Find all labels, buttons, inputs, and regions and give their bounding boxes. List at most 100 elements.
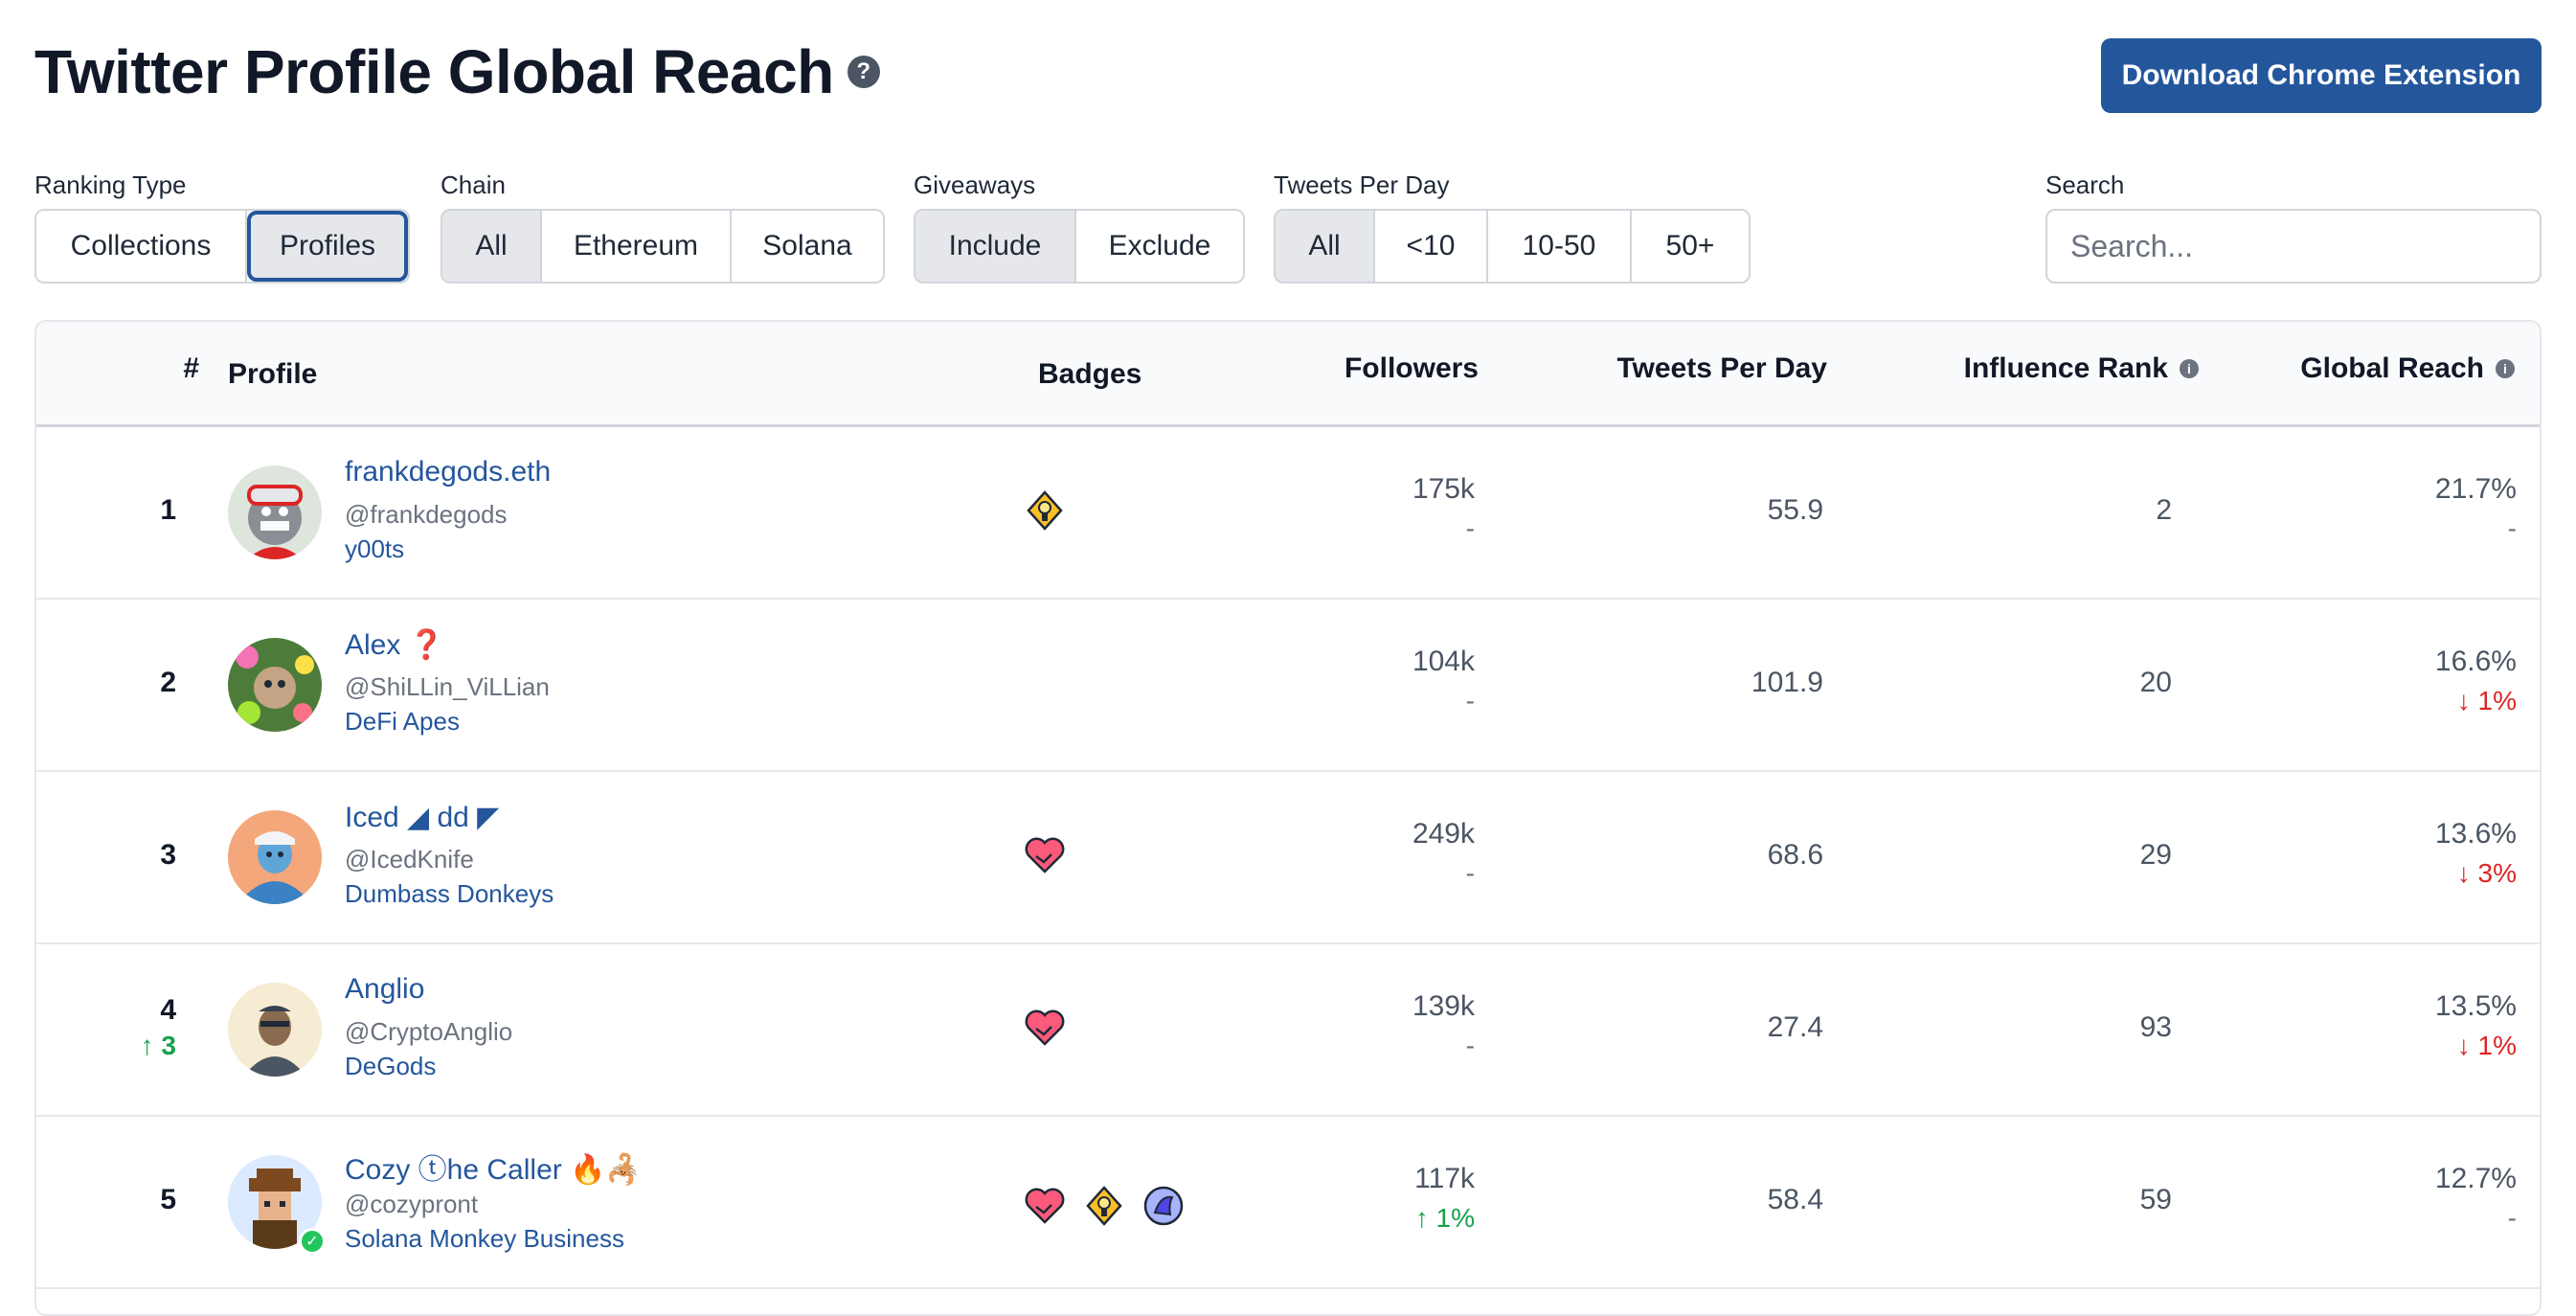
option-chain-all[interactable]: All xyxy=(442,211,542,282)
col-influence-rank-label: Influence Rank xyxy=(1963,352,2168,384)
profile-collection[interactable]: Dumbass Donkeys xyxy=(345,879,554,908)
reach-change: ↓ 3% xyxy=(2456,858,2517,888)
profile-name[interactable]: Cozy ⓣhe Caller 🔥🦂 xyxy=(345,1154,642,1186)
followers-count: 139k xyxy=(1412,990,1475,1022)
option-exclude[interactable]: Exclude xyxy=(1076,211,1243,282)
chain-label: Chain xyxy=(441,170,506,199)
giveaways-label: Giveaways xyxy=(914,170,1036,199)
profile-handle: @CryptoAnglio xyxy=(345,1017,513,1046)
influence-rank: 20 xyxy=(2139,667,2172,698)
option-10-50[interactable]: 10-50 xyxy=(1488,211,1632,282)
rank-change: ↑ 3 xyxy=(140,1031,176,1060)
profile-handle: @ShiLLin_ViLLian xyxy=(345,672,550,701)
table-row[interactable]: 1 frankdegods.eth @frankdegods y00ts 175… xyxy=(36,427,2540,600)
tweets-per-day: 101.9 xyxy=(1751,667,1823,698)
avatar[interactable] xyxy=(228,810,322,904)
option-include[interactable]: Include xyxy=(915,211,1076,282)
influence-rank: 2 xyxy=(2156,494,2172,526)
profile-collection[interactable]: Solana Monkey Business xyxy=(345,1224,624,1253)
reach-change: ↓ 1% xyxy=(2456,686,2517,715)
col-badges: Badges xyxy=(1038,358,1142,390)
col-global-reach[interactable]: Global Reach i xyxy=(2300,352,2515,385)
col-global-reach-label: Global Reach xyxy=(2300,352,2484,384)
followers-change: - xyxy=(1465,513,1475,543)
option-collections[interactable]: Collections xyxy=(36,211,247,282)
filters-bar: Ranking Type Collections Profiles Chain … xyxy=(34,170,2542,285)
tweets-per-day: 27.4 xyxy=(1767,1011,1823,1043)
header: Twitter Profile Global Reach ? xyxy=(34,36,880,107)
search-input[interactable] xyxy=(2045,209,2542,284)
col-followers[interactable]: Followers xyxy=(1344,352,1479,384)
table-row[interactable]: 4 ↑ 3 Anglio @CryptoAnglio DeGods 139k -… xyxy=(36,944,2540,1117)
followers-count: 249k xyxy=(1412,818,1475,850)
option-tweets-all[interactable]: All xyxy=(1276,211,1375,282)
followers-count: 117k xyxy=(1414,1163,1475,1194)
info-icon[interactable]: i xyxy=(2496,359,2515,378)
rank-number: 4 xyxy=(160,994,176,1026)
help-icon[interactable]: ? xyxy=(847,56,880,88)
profile-name[interactable]: Alex ❓ xyxy=(345,629,445,661)
reach-change: - xyxy=(2507,513,2517,543)
tweets-per-day: 55.9 xyxy=(1767,494,1823,526)
col-rank[interactable]: # xyxy=(183,352,199,384)
table-row[interactable]: 2 Alex ❓ @ShiLLin_ViLLian DeFi Apes 104k… xyxy=(36,600,2540,772)
ranking-type-toggle: Collections Profiles xyxy=(34,209,410,284)
option-under-10[interactable]: <10 xyxy=(1375,211,1488,282)
tweets-per-day: 68.6 xyxy=(1767,839,1823,871)
handshake-heart-badge-icon xyxy=(1023,1006,1067,1050)
avatar[interactable] xyxy=(228,983,322,1077)
avatar[interactable] xyxy=(228,465,322,559)
download-chrome-extension-button[interactable]: Download Chrome Extension xyxy=(2101,38,2542,113)
badges xyxy=(1023,1184,1186,1228)
global-reach: 16.6% xyxy=(2434,646,2517,677)
rank-number: 3 xyxy=(160,839,176,871)
reach-change: ↓ 1% xyxy=(2456,1031,2517,1060)
option-solana[interactable]: Solana xyxy=(732,211,883,282)
tweets-per-day-toggle: All <10 10-50 50+ xyxy=(1274,209,1751,284)
tweets-per-day-label: Tweets Per Day xyxy=(1274,170,1450,199)
profile-handle: @frankdegods xyxy=(345,500,508,529)
avatar[interactable] xyxy=(228,638,322,732)
followers-count: 175k xyxy=(1412,473,1475,505)
col-profile[interactable]: Profile xyxy=(228,358,318,390)
profile-collection[interactable]: DeGods xyxy=(345,1052,437,1080)
profile-name[interactable]: frankdegods.eth xyxy=(345,456,552,488)
profile-handle: @cozypront xyxy=(345,1190,479,1218)
global-reach: 12.7% xyxy=(2434,1163,2517,1194)
rank-number: 1 xyxy=(160,494,176,526)
search-label: Search xyxy=(2045,170,2125,199)
badges xyxy=(1023,488,1067,533)
table-row[interactable]: 3 Iced ◢ dd ◤ @IcedKnife Dumbass Donkeys… xyxy=(36,772,2540,944)
ranking-type-filter: Ranking Type Collections Profiles xyxy=(34,170,410,284)
followers-change: - xyxy=(1465,686,1475,715)
option-ethereum[interactable]: Ethereum xyxy=(542,211,732,282)
followers-change: - xyxy=(1465,858,1475,888)
badges xyxy=(1023,833,1067,877)
profile-name[interactable]: Anglio xyxy=(345,973,425,1005)
trophy-badge-icon xyxy=(1082,1184,1126,1228)
followers-count: 104k xyxy=(1412,646,1475,677)
global-reach: 13.5% xyxy=(2434,990,2517,1022)
influence-rank: 59 xyxy=(2139,1184,2172,1215)
info-icon[interactable]: i xyxy=(2180,359,2199,378)
avatar[interactable] xyxy=(228,1155,322,1249)
tweets-per-day: 58.4 xyxy=(1767,1184,1823,1215)
chain-filter: Chain All Ethereum Solana xyxy=(441,170,885,284)
followers-change: ↑ 1% xyxy=(1414,1203,1475,1233)
reach-change: - xyxy=(2507,1203,2517,1233)
col-tweets-per-day[interactable]: Tweets Per Day xyxy=(1616,352,1827,384)
option-profiles[interactable]: Profiles xyxy=(247,211,408,282)
chain-toggle: All Ethereum Solana xyxy=(441,209,885,284)
col-influence-rank[interactable]: Influence Rank i xyxy=(1964,352,2199,385)
influence-rank: 29 xyxy=(2139,839,2172,871)
rank-number: 5 xyxy=(160,1184,176,1215)
handshake-heart-badge-icon xyxy=(1023,833,1067,877)
profiles-table: # Profile Badges Followers Tweets Per Da… xyxy=(34,320,2542,1316)
profile-collection[interactable]: y00ts xyxy=(345,534,405,563)
profile-collection[interactable]: DeFi Apes xyxy=(345,707,460,736)
influence-rank: 93 xyxy=(2139,1011,2172,1043)
option-50-plus[interactable]: 50+ xyxy=(1632,211,1749,282)
profile-name[interactable]: Iced ◢ dd ◤ xyxy=(345,802,500,833)
table-row[interactable]: 5 ✓ Cozy ⓣhe Caller 🔥🦂 @cozypront Solana… xyxy=(36,1117,2540,1289)
verified-check-icon: ✓ xyxy=(299,1228,326,1255)
